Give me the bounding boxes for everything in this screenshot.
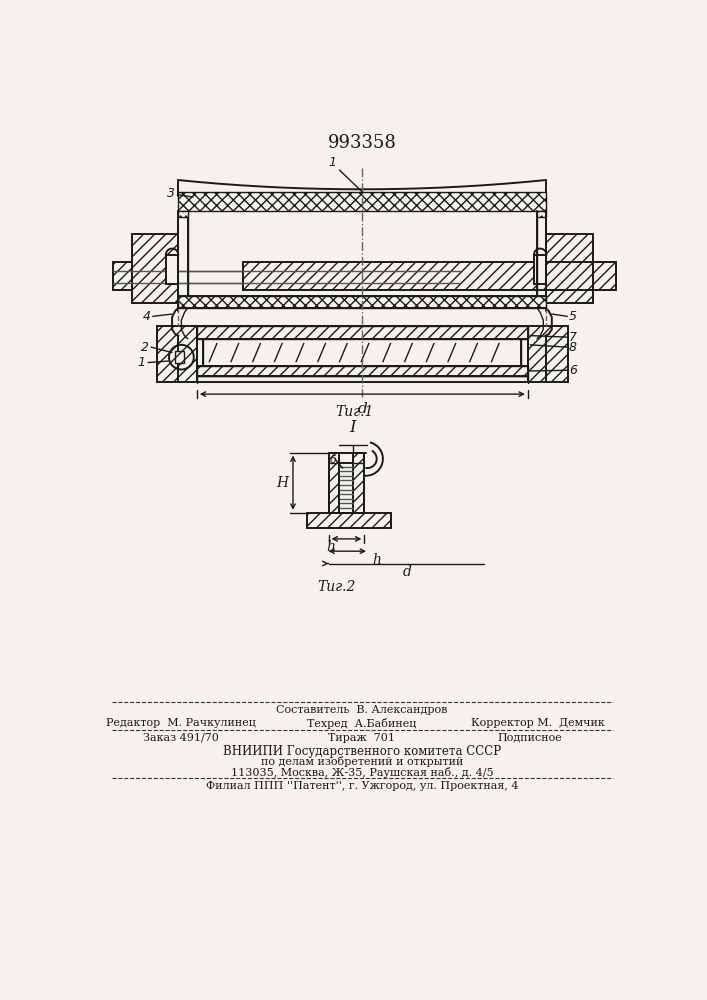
Bar xyxy=(354,453,364,513)
Bar xyxy=(178,211,187,217)
Text: 1: 1 xyxy=(138,356,146,369)
Bar xyxy=(197,366,528,376)
Bar xyxy=(175,351,185,363)
Text: Тираж  701: Тираж 701 xyxy=(329,733,395,743)
Text: 5: 5 xyxy=(569,310,577,323)
Text: Составитель  В. Александров: Составитель В. Александров xyxy=(276,705,448,715)
Bar xyxy=(593,262,616,290)
Text: 2: 2 xyxy=(141,341,149,354)
Text: d: d xyxy=(358,402,367,416)
Text: h: h xyxy=(372,553,381,567)
Text: 6: 6 xyxy=(569,364,577,377)
Text: Техред  А.Бабинец: Техред А.Бабинец xyxy=(308,718,416,729)
Text: d: d xyxy=(403,565,412,579)
Text: 7: 7 xyxy=(569,331,577,344)
Text: Подписное: Подписное xyxy=(498,733,563,743)
Bar xyxy=(339,463,354,513)
Text: δ: δ xyxy=(330,455,337,465)
Text: 113035, Москва, Ж-35, Раушская наб., д. 4/5: 113035, Москва, Ж-35, Раушская наб., д. … xyxy=(230,767,493,778)
Text: Τиг.1: Τиг.1 xyxy=(335,405,373,419)
Text: по делам изобретений и открытий: по делам изобретений и открытий xyxy=(261,756,463,767)
Bar xyxy=(534,255,547,284)
Bar xyxy=(156,326,197,382)
Text: 993358: 993358 xyxy=(327,134,397,152)
Bar xyxy=(132,234,178,303)
Text: Редактор  М. Рачкулинец: Редактор М. Рачкулинец xyxy=(107,718,257,728)
Bar xyxy=(307,513,391,528)
Text: ВНИИПИ Государственного комитета СССР: ВНИИПИ Государственного комитета СССР xyxy=(223,745,501,758)
Text: 1: 1 xyxy=(328,156,337,169)
Text: Τиг.2: Τиг.2 xyxy=(317,580,356,594)
Text: h: h xyxy=(327,540,336,554)
Bar xyxy=(329,453,339,513)
Bar xyxy=(203,339,521,366)
Bar xyxy=(547,234,593,303)
Bar xyxy=(178,192,546,211)
Text: 4: 4 xyxy=(142,310,151,323)
Text: Филиал ППП ''Патент'', г. Ужгород, ул. Проектная, 4: Филиал ППП ''Патент'', г. Ужгород, ул. П… xyxy=(206,781,518,791)
Bar xyxy=(528,326,568,382)
Text: 3: 3 xyxy=(167,187,175,200)
Bar xyxy=(197,326,528,339)
Bar xyxy=(537,211,547,217)
Bar xyxy=(329,453,364,513)
Bar xyxy=(243,262,612,290)
Bar xyxy=(166,255,178,284)
Bar xyxy=(178,296,546,308)
Text: Корректор М.  Демчик: Корректор М. Демчик xyxy=(471,718,604,728)
Text: 8: 8 xyxy=(569,341,577,354)
Text: I: I xyxy=(349,419,356,436)
Bar xyxy=(113,262,132,290)
Text: H: H xyxy=(276,476,288,490)
Text: Заказ 491/70: Заказ 491/70 xyxy=(144,733,219,743)
